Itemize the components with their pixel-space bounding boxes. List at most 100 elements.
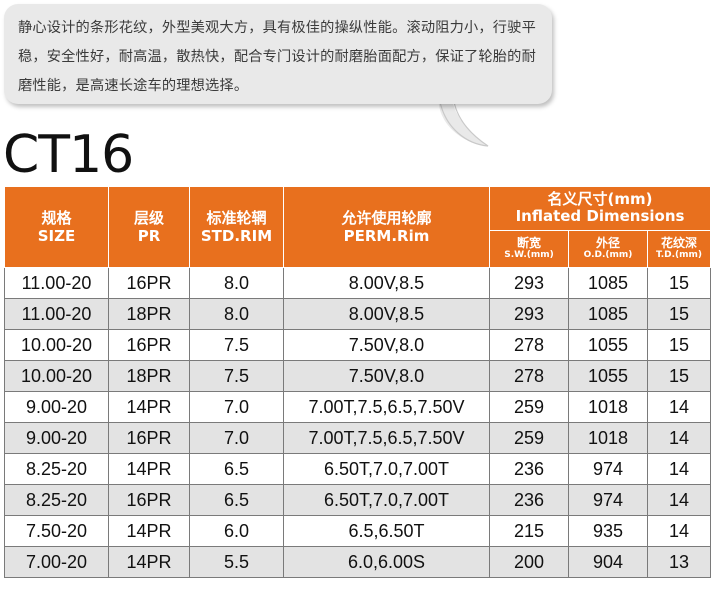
header-std-rim: 标准轮辋 STD.RIM [189, 186, 284, 268]
cell-perm-rim: 6.5,6.50T [283, 515, 490, 547]
cell-od: 935 [568, 515, 648, 547]
cell-size: 8.25-20 [4, 453, 109, 485]
table-row: 10.00-20 18PR 7.5 7.50V,8.0 278 1055 15 [4, 360, 711, 392]
cell-perm-rim: 6.0,6.00S [283, 546, 490, 578]
cell-pr: 16PR [108, 329, 190, 361]
cell-od: 1055 [568, 329, 648, 361]
header-pr-en: PR [137, 227, 161, 245]
cell-sw: 215 [489, 515, 569, 547]
header-dimensions-cn: 名义尺寸(mm) [547, 190, 653, 209]
header-size-en: SIZE [37, 227, 76, 245]
header-pr: 层级 PR [108, 186, 190, 268]
cell-sw: 278 [489, 329, 569, 361]
cell-od: 974 [568, 453, 648, 485]
cell-perm-rim: 6.50T,7.0,7.00T [283, 484, 490, 516]
cell-td: 15 [647, 360, 711, 392]
cell-size: 11.00-20 [4, 267, 109, 299]
table-row: 7.50-20 14PR 6.0 6.5,6.50T 215 935 14 [4, 515, 711, 547]
cell-std-rim: 8.0 [189, 298, 284, 330]
header-size-cn: 规格 [41, 209, 72, 227]
cell-sw: 236 [489, 453, 569, 485]
cell-pr: 16PR [108, 422, 190, 454]
cell-pr: 16PR [108, 484, 190, 516]
header-sw-en: S.W.(mm) [504, 250, 554, 261]
header-sw-cn: 断宽 [516, 236, 541, 251]
cell-od: 974 [568, 484, 648, 516]
description-bubble: 静心设计的条形花纹，外型美观大方，具有极佳的操纵性能。滚动阻力小，行驶平稳，安全… [4, 4, 552, 104]
header-perm-rim-cn: 允许使用轮廓 [341, 209, 432, 227]
cell-td: 14 [647, 422, 711, 454]
cell-td: 13 [647, 546, 711, 578]
cell-pr: 14PR [108, 391, 190, 423]
cell-td: 14 [647, 515, 711, 547]
cell-td: 15 [647, 298, 711, 330]
cell-sw: 259 [489, 422, 569, 454]
table-row: 10.00-20 16PR 7.5 7.50V,8.0 278 1055 15 [4, 329, 711, 361]
table-row: 11.00-20 16PR 8.0 8.00V,8.5 293 1085 15 [4, 267, 711, 299]
header-td-cn: 花纹深 [660, 236, 697, 251]
cell-pr: 16PR [108, 267, 190, 299]
cell-perm-rim: 8.00V,8.5 [283, 267, 490, 299]
model-title: CT16 [3, 125, 134, 185]
header-od: 外径 O.D.(mm) [568, 229, 648, 269]
cell-td: 14 [647, 391, 711, 423]
table-row: 8.25-20 14PR 6.5 6.50T,7.0,7.00T 236 974… [4, 453, 711, 485]
cell-size: 7.00-20 [4, 546, 109, 578]
cell-td: 14 [647, 484, 711, 516]
cell-pr: 18PR [108, 298, 190, 330]
cell-std-rim: 7.5 [189, 329, 284, 361]
cell-sw: 200 [489, 546, 569, 578]
header-std-rim-cn: 标准轮辋 [206, 209, 267, 227]
cell-size: 7.50-20 [4, 515, 109, 547]
cell-std-rim: 8.0 [189, 267, 284, 299]
cell-size: 8.25-20 [4, 484, 109, 516]
cell-size: 9.00-20 [4, 391, 109, 423]
product-description: 静心设计的条形花纹，外型美观大方，具有极佳的操纵性能。滚动阻力小，行驶平稳，安全… [18, 20, 536, 94]
table-row: 9.00-20 16PR 7.0 7.00T,7.5,6.5,7.50V 259… [4, 422, 711, 454]
cell-td: 15 [647, 267, 711, 299]
table-row: 8.25-20 16PR 6.5 6.50T,7.0,7.00T 236 974… [4, 484, 711, 516]
spec-table: 规格 SIZE 层级 PR 标准轮辋 STD.RIM 允许使用轮廓 PERM.R… [4, 186, 711, 578]
cell-std-rim: 5.5 [189, 546, 284, 578]
cell-perm-rim: 7.00T,7.5,6.5,7.50V [283, 391, 490, 423]
header-std-rim-en: STD.RIM [200, 227, 273, 245]
cell-size: 11.00-20 [4, 298, 109, 330]
header-size: 规格 SIZE [4, 186, 109, 268]
cell-std-rim: 7.0 [189, 391, 284, 423]
table-row: 11.00-20 18PR 8.0 8.00V,8.5 293 1085 15 [4, 298, 711, 330]
speech-bubble-tail [438, 100, 489, 147]
header-sw: 断宽 S.W.(mm) [489, 229, 569, 269]
spec-table-body: 11.00-20 16PR 8.0 8.00V,8.5 293 1085 15 … [4, 267, 711, 578]
header-od-cn: 外径 [595, 236, 620, 251]
cell-std-rim: 7.0 [189, 422, 284, 454]
cell-pr: 18PR [108, 360, 190, 392]
cell-od: 1018 [568, 391, 648, 423]
cell-od: 1055 [568, 360, 648, 392]
cell-size: 10.00-20 [4, 360, 109, 392]
cell-sw: 278 [489, 360, 569, 392]
cell-od: 1018 [568, 422, 648, 454]
cell-sw: 293 [489, 298, 569, 330]
cell-std-rim: 6.0 [189, 515, 284, 547]
header-pr-cn: 层级 [133, 209, 164, 227]
header-dimensions-en: Inflated Dimensions [515, 207, 685, 226]
table-row: 7.00-20 14PR 5.5 6.0,6.00S 200 904 13 [4, 546, 711, 578]
cell-std-rim: 6.5 [189, 484, 284, 516]
cell-perm-rim: 8.00V,8.5 [283, 298, 490, 330]
table-row: 9.00-20 14PR 7.0 7.00T,7.5,6.5,7.50V 259… [4, 391, 711, 423]
cell-od: 1085 [568, 298, 648, 330]
cell-pr: 14PR [108, 453, 190, 485]
header-perm-rim-en: PERM.Rim [343, 227, 430, 245]
header-perm-rim: 允许使用轮廓 PERM.Rim [283, 186, 490, 268]
cell-perm-rim: 7.00T,7.5,6.5,7.50V [283, 422, 490, 454]
cell-td: 14 [647, 453, 711, 485]
cell-perm-rim: 7.50V,8.0 [283, 329, 490, 361]
cell-sw: 236 [489, 484, 569, 516]
header-td: 花纹深 T.D.(mm) [647, 229, 711, 269]
cell-perm-rim: 7.50V,8.0 [283, 360, 490, 392]
cell-td: 15 [647, 329, 711, 361]
cell-perm-rim: 6.50T,7.0,7.00T [283, 453, 490, 485]
cell-pr: 14PR [108, 515, 190, 547]
header-dimensions: 名义尺寸(mm) Inflated Dimensions [489, 186, 711, 231]
cell-std-rim: 6.5 [189, 453, 284, 485]
